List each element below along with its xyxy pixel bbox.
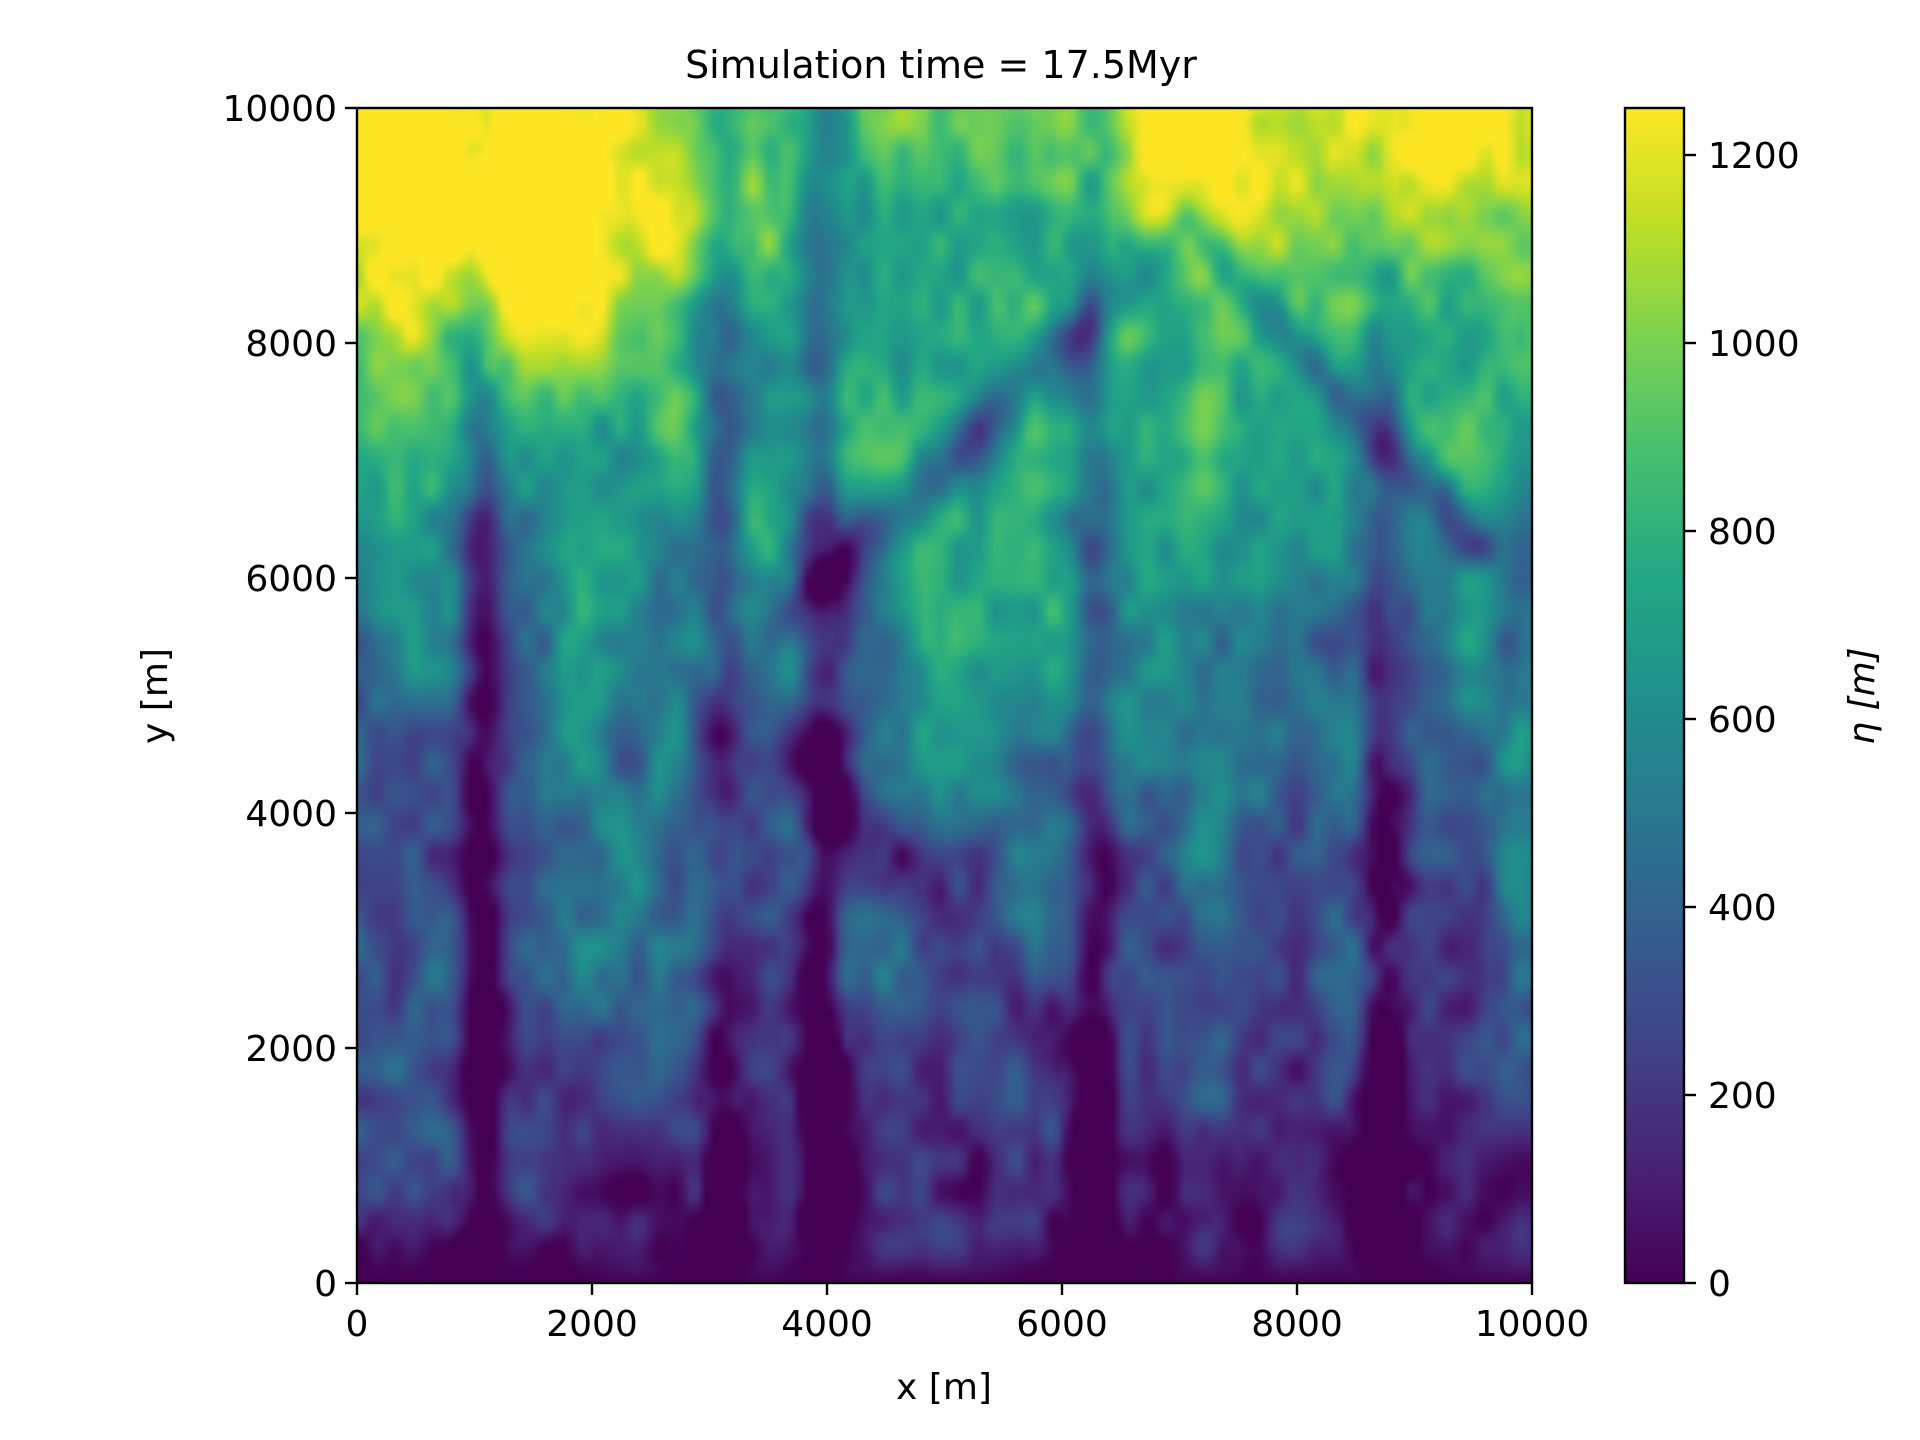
x-tick-label: 2000: [546, 1304, 638, 1345]
y-axis-label: y [m]: [135, 648, 176, 744]
y-tick-label: 6000: [245, 559, 337, 600]
x-tick-label: 4000: [781, 1304, 873, 1345]
colorbar-tick-label: 1000: [1708, 324, 1800, 365]
heatmap-plot: [355, 106, 1534, 1285]
y-tick-label: 0: [314, 1264, 337, 1305]
colorbar-ticks: 0 200 400 600 800 1000 1200: [1684, 136, 1800, 1305]
y-tick-label: 4000: [245, 794, 337, 835]
y-axis-ticks: 0 2000 4000 6000 8000 10000: [222, 89, 357, 1305]
colorbar-tick-label: 600: [1708, 700, 1777, 741]
x-tick-label: 8000: [1251, 1304, 1343, 1345]
chart-title: Simulation time = 17.5Myr: [685, 43, 1197, 87]
colorbar-tick-label: 400: [1708, 888, 1777, 929]
colorbar-tick-label: 1200: [1708, 136, 1800, 177]
y-tick-label: 10000: [222, 89, 337, 130]
x-axis-ticks: 0 2000 4000 6000 8000 10000: [346, 1283, 1590, 1345]
x-tick-label: 0: [346, 1304, 369, 1345]
x-tick-label: 10000: [1475, 1304, 1590, 1345]
colorbar-tick-label: 800: [1708, 512, 1777, 553]
colorbar-label: η [m]: [1842, 647, 1883, 744]
colorbar-tick-label: 200: [1708, 1076, 1777, 1117]
colorbar-tick-label: 0: [1708, 1264, 1731, 1305]
heatmap-image: [357, 108, 1532, 1283]
y-tick-label: 2000: [245, 1029, 337, 1070]
x-tick-label: 6000: [1016, 1304, 1108, 1345]
x-axis-label: x [m]: [896, 1367, 992, 1408]
colorbar-gradient: [1625, 108, 1684, 1283]
colorbar-frame: [1623, 106, 1686, 1285]
y-tick-label: 8000: [245, 324, 337, 365]
plot-frame: [355, 106, 1534, 1285]
colorbar: 0 200 400 600 800 1000 1200 η [m]: [1623, 106, 1883, 1305]
